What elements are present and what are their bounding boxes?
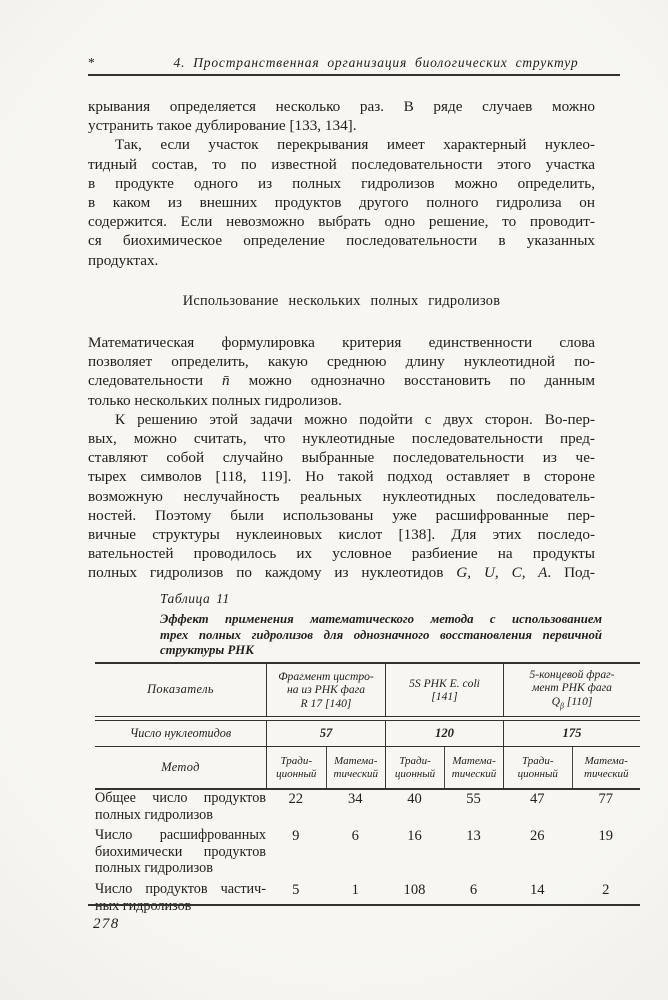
text-segment: полных гидролизов по каждому из нуклеоти… xyxy=(88,564,457,582)
text-line: Математическая формулировка критерия еди… xyxy=(88,334,595,351)
text-line: в каком из внешних продуктов другого пол… xyxy=(88,194,595,212)
nucleotide-count-row: Число нуклеотидов 57 120 175 xyxy=(95,721,640,746)
text-line: устранить такое дублирование [133, 134]. xyxy=(88,117,357,135)
header-cell-r17: Фрагмент цистро- на из РНК фага R 17 [14… xyxy=(266,664,385,716)
text-line: тырех символов [118, 119]. Но такой подх… xyxy=(88,468,595,486)
running-head: * 4. Пространственная организация биолог… xyxy=(88,55,620,71)
text-line: следовательности n̄ можно однозначно вос… xyxy=(88,371,595,390)
row-label-line: полных гидролизов xyxy=(95,860,213,877)
cell-value: 26 xyxy=(529,828,545,845)
section-heading: Использование нескольких полных гидролиз… xyxy=(182,293,501,309)
text-line: К решению этой задачи можно подойти с дв… xyxy=(115,410,595,428)
row-label-nucleotides: Число нуклеотидов xyxy=(129,725,232,740)
table-header-row: Показатель Фрагмент цистро- на из РНК фа… xyxy=(95,664,640,716)
text-line: вичные структуры нуклеиновых кислот [138… xyxy=(88,526,595,544)
text-line: ся биохимическое определение последовате… xyxy=(88,232,595,250)
text-line: только нескольких полных гидролизов. xyxy=(88,391,342,409)
subheader-mathematical: Матема-тический xyxy=(444,747,503,788)
text-segment: следовательности xyxy=(88,372,223,390)
caption-line: Эффект применения математического метода… xyxy=(160,612,602,626)
cell-value: 77 xyxy=(598,791,614,807)
subheader-mathematical: Матема-тический xyxy=(325,747,386,788)
cell-value: 1 xyxy=(351,881,359,898)
text-segment: можно однозначно восстановить по данным xyxy=(229,372,595,390)
row-label-line: полных гидролизов xyxy=(95,806,213,823)
page-number: 278 xyxy=(93,916,120,932)
subheader-traditional: Тради-ционный xyxy=(266,747,326,788)
caption-line: трех полных гидролизов для однозначного … xyxy=(160,627,602,642)
table-row: Число продуктов частич- ных гидролизов 5… xyxy=(95,881,640,914)
text-line: позволяет определить, какую среднюю длин… xyxy=(88,353,595,371)
row-label-line: Общее число продуктов xyxy=(95,790,266,806)
nucleotide-symbols: G, U, C, A xyxy=(456,564,548,582)
table-header: Показатель Фрагмент цистро- на из РНК фа… xyxy=(95,662,640,790)
text-line: крывания определяется несколько раз. В р… xyxy=(88,98,595,115)
cell-value: 16 xyxy=(407,828,422,845)
cell-value: 13 xyxy=(466,828,481,845)
table-row: Общее число продуктов полных гидролизов … xyxy=(95,790,640,823)
text-line: продуктах. xyxy=(88,251,159,269)
text-line: полных гидролизов по каждому из нуклеоти… xyxy=(88,563,595,582)
text-line: ностей. Поэтому были использованы уже ра… xyxy=(88,506,595,524)
text-segment: . Под- xyxy=(547,564,595,582)
cell-value: 5 xyxy=(292,881,300,898)
cell-value: 14 xyxy=(529,881,545,898)
running-head-rule xyxy=(88,74,620,76)
text-line: вых, можно считать, что нуклеотидные пос… xyxy=(88,430,595,448)
table-bottom-rule xyxy=(88,904,640,906)
text-block-top: крывания определяется несколько раз. В р… xyxy=(88,97,595,270)
subheader-mathematical: Матема-тический xyxy=(571,747,641,788)
row-label-line: Число расшифрованных xyxy=(95,827,266,844)
header-cell-qbeta: 5-концевой фраг- мент РНК фага Qβ [110] xyxy=(503,664,640,716)
row-label-method: Метод xyxy=(161,760,200,775)
cell-value: 108 xyxy=(403,881,426,898)
nucleotide-count: 120 xyxy=(385,721,503,746)
nucleotide-count: 57 xyxy=(266,721,385,746)
table-row: Число расшифрованных биохимически продук… xyxy=(95,827,640,877)
cell-value: 40 xyxy=(407,791,422,807)
cell-value: 22 xyxy=(288,791,304,807)
text-line: тидный состав, то по известной последова… xyxy=(88,155,595,173)
cell-value: 2 xyxy=(602,881,610,898)
header-cell-indicator: Показатель xyxy=(147,682,214,697)
math-symbol-n-bar: n̄ xyxy=(222,372,230,390)
subheader-traditional: Тради-ционный xyxy=(503,747,572,788)
text-block-bottom: Математическая формулировка критерия еди… xyxy=(88,333,595,583)
text-line: содержится. Если невозможно выбрать одно… xyxy=(88,213,595,231)
text-line: Так, если участок перекрывания имеет хар… xyxy=(115,136,595,154)
beta-subscript: β xyxy=(559,700,564,710)
cell-value: 19 xyxy=(598,828,614,845)
cell-value: 47 xyxy=(529,791,545,807)
text-line: в продукте одного из полных гидролизов м… xyxy=(88,174,595,192)
single-rule xyxy=(95,746,640,747)
text-line: ставляют собой случайно выбранные послед… xyxy=(88,449,595,467)
running-head-title: 4. Пространственная организация биологич… xyxy=(173,55,579,70)
row-label-line: биохимически продуктов xyxy=(95,843,266,860)
cell-value: 55 xyxy=(466,791,481,807)
row-label-line: Число продуктов частич- xyxy=(95,880,266,897)
cell-value: 9 xyxy=(292,828,300,845)
text-line: возможную неслучайность реальных нуклеот… xyxy=(88,487,595,505)
table-label: Таблица 11 xyxy=(160,591,230,606)
footnote-asterisk: * xyxy=(88,55,95,70)
caption-line: структуры РНК xyxy=(160,643,254,658)
cell-value: 34 xyxy=(347,791,363,807)
table-caption: Эффект применения математического метода… xyxy=(160,612,602,659)
double-rule xyxy=(95,716,640,721)
text-line: вательностей проводилось их условное раз… xyxy=(88,545,595,563)
cell-value: 6 xyxy=(351,828,359,845)
nucleotide-count: 175 xyxy=(503,721,640,746)
cell-value: 6 xyxy=(469,881,478,898)
method-row: Метод Тради-ционный Матема-тический Трад… xyxy=(95,747,640,788)
table-body: Общее число продуктов полных гидролизов … xyxy=(95,790,640,918)
subheader-traditional: Тради-ционный xyxy=(385,747,444,788)
header-cell-ecoli: 5S РНК E. coli [141] xyxy=(385,664,503,716)
